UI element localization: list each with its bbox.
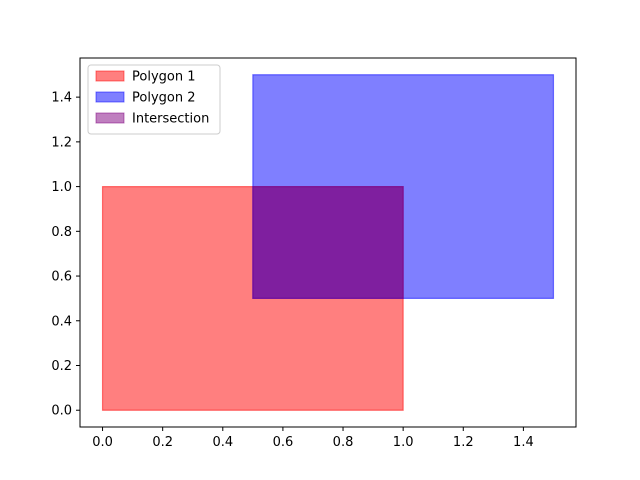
- y-tick-label: 0.4: [51, 314, 72, 329]
- y-tick-label: 0.8: [51, 225, 72, 240]
- x-tick-label: 0.0: [92, 435, 113, 450]
- y-tick-label: 0.0: [51, 404, 72, 419]
- polygon-intersection: [252, 185, 404, 300]
- legend-swatch-intersection: [95, 112, 125, 124]
- y-tick-label: 1.0: [51, 180, 72, 195]
- polygons-layer: [101, 74, 555, 411]
- y-axis: 0.0 0.2 0.4 0.6 0.8 1.0 1.2 1.4: [51, 91, 80, 419]
- y-tick-label: 0.2: [51, 359, 72, 374]
- x-tick-label: 0.2: [152, 435, 173, 450]
- x-tick-label: 1.2: [453, 435, 474, 450]
- y-tick-label: 1.2: [51, 135, 72, 150]
- legend: Polygon 1 Polygon 2 Intersection: [87, 64, 221, 135]
- axes-frame: [79, 57, 577, 428]
- legend-swatch-polygon-2: [95, 91, 125, 103]
- y-tick-label: 1.4: [51, 91, 72, 106]
- x-tick-label: 1.4: [513, 435, 534, 450]
- legend-label-polygon-2: Polygon 2: [132, 91, 195, 106]
- x-axis: 0.0 0.2 0.4 0.6 0.8 1.0 1.2 1.4: [92, 427, 534, 450]
- y-tick-label: 0.6: [51, 270, 72, 285]
- legend-swatch-polygon-1: [95, 70, 125, 82]
- legend-label-intersection: Intersection: [132, 112, 209, 127]
- x-tick-label: 0.8: [333, 435, 354, 450]
- x-tick-label: 0.6: [273, 435, 294, 450]
- legend-label-polygon-1: Polygon 1: [132, 70, 195, 85]
- x-tick-label: 1.0: [393, 435, 414, 450]
- x-tick-label: 0.4: [212, 435, 233, 450]
